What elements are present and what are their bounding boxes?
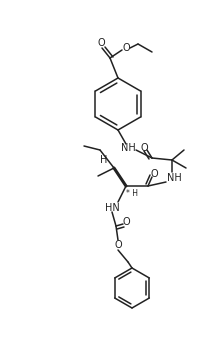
Text: O: O <box>122 217 130 227</box>
Text: * H: * H <box>126 189 138 199</box>
Text: O: O <box>97 38 105 48</box>
Text: O: O <box>114 240 122 250</box>
Text: O: O <box>140 143 148 153</box>
Text: HN: HN <box>105 203 119 213</box>
Text: NH: NH <box>121 143 135 153</box>
Text: NH: NH <box>167 173 181 183</box>
Text: O: O <box>122 43 130 53</box>
Text: H: H <box>100 155 108 165</box>
Text: O: O <box>150 169 158 179</box>
